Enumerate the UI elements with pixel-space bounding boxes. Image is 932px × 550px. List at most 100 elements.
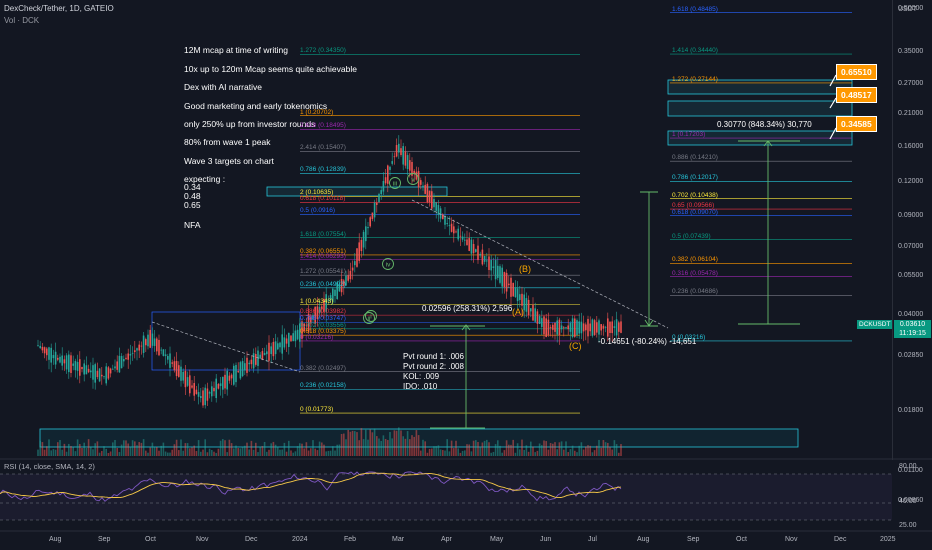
- target-callout-2[interactable]: 0.34585: [836, 116, 877, 132]
- symbol-title[interactable]: DexCheck/Tether, 1D, GATEIO: [4, 4, 114, 13]
- volume-bar: [393, 430, 396, 456]
- candle-body: [556, 320, 558, 335]
- rsi-level-1: 40.00: [899, 498, 917, 505]
- fib-label: 1 (0.20702): [300, 108, 334, 116]
- volume-bar: [48, 439, 50, 456]
- rsi-legend[interactable]: RSI (14, close, SMA, 14, 2): [4, 462, 95, 471]
- volume-bar: [587, 445, 589, 456]
- candle-body: [175, 361, 178, 377]
- fib-label: 1.414 (0.34440): [672, 47, 718, 55]
- volume-bar: [486, 439, 488, 456]
- volume-bar: [409, 439, 411, 456]
- price-tick: 0.50000: [898, 4, 924, 12]
- candle-body: [589, 323, 591, 332]
- candle-body: [398, 143, 400, 153]
- candle-body: [41, 346, 44, 351]
- volume-bar: [283, 442, 286, 456]
- volume-bar: [435, 446, 437, 456]
- volume-bar: [219, 440, 222, 456]
- volume-bar: [519, 449, 521, 456]
- volume-bar: [292, 452, 294, 456]
- candle-body: [250, 359, 253, 365]
- fib-label: 1.272 (0.05541): [300, 268, 346, 276]
- candle-body: [406, 155, 409, 170]
- candle-body: [424, 184, 426, 194]
- volume-bar: [235, 445, 237, 456]
- volume-bar: [279, 449, 281, 456]
- price-tick: 0.07000: [898, 242, 924, 250]
- volume-bar: [576, 452, 578, 456]
- candle-body: [46, 348, 48, 356]
- volume-bar: [527, 451, 530, 456]
- candle-body: [609, 321, 611, 333]
- volume-bar: [213, 451, 215, 456]
- volume-bar: [503, 450, 506, 456]
- candle-body: [479, 253, 481, 256]
- fib-label: 0.236 (0.02158): [300, 382, 346, 390]
- candle-body: [270, 346, 272, 355]
- candle-body: [147, 334, 149, 347]
- expecting-2: 0.65: [184, 200, 201, 210]
- candle-body: [499, 266, 501, 283]
- candle-body: [296, 329, 299, 340]
- volume-bar: [169, 452, 171, 456]
- candle-body: [349, 270, 352, 280]
- volume-bar: [59, 440, 61, 456]
- fib-label: 0.382 (0.06104): [672, 256, 718, 264]
- candle-body: [246, 357, 248, 373]
- candle-body: [213, 387, 215, 392]
- candle-body: [347, 275, 349, 281]
- measure-target-arrow: [738, 140, 800, 325]
- volume-bar: [57, 442, 59, 456]
- candle-body: [477, 245, 479, 261]
- volume-bar: [200, 451, 202, 456]
- volume-legend[interactable]: Vol · DCK: [4, 16, 40, 25]
- candle-body: [118, 355, 121, 373]
- volume-bar: [468, 444, 470, 456]
- volume-bar: [281, 449, 283, 456]
- volume-bars: [37, 427, 622, 456]
- volume-bar: [244, 445, 246, 456]
- candle-body: [435, 202, 437, 211]
- volume-bar: [158, 450, 160, 456]
- candle-body: [72, 363, 74, 366]
- volume-bar: [336, 444, 338, 456]
- volume-bar: [472, 440, 475, 456]
- volume-bar: [466, 444, 468, 456]
- volume-bar: [65, 451, 68, 456]
- volume-bar: [483, 440, 486, 456]
- volume-bar: [426, 452, 429, 456]
- volume-bar: [180, 439, 182, 456]
- volume-bar: [167, 452, 169, 456]
- candle-body: [65, 355, 68, 370]
- candle-body: [437, 205, 440, 216]
- candle-body: [263, 352, 266, 356]
- candle-body: [512, 282, 514, 297]
- target-callout-1[interactable]: 0.48517: [836, 87, 877, 103]
- volume-bar: [618, 452, 620, 456]
- candle-body: [274, 341, 277, 355]
- candle-body: [362, 231, 365, 248]
- fib-label: 1.618 (0.07554): [300, 230, 346, 238]
- price-axis[interactable]: USDT 1.400001.000000.850000.650000.50000…: [892, 0, 932, 504]
- candle-body: [255, 353, 257, 365]
- price-tick: 0.09000: [898, 212, 924, 220]
- volume-bar: [112, 442, 114, 456]
- target-callout-0[interactable]: 0.65510: [836, 64, 877, 80]
- candle-body: [184, 370, 187, 388]
- candle-body: [294, 330, 297, 342]
- volume-bar: [63, 443, 66, 456]
- candle-body: [68, 354, 70, 373]
- price-tick: 0.21000: [898, 109, 924, 117]
- candle-body: [290, 335, 292, 342]
- candle-body: [604, 326, 607, 328]
- candle-body: [519, 294, 521, 301]
- callout-pointer-1: [829, 97, 837, 109]
- volume-bar: [114, 439, 116, 456]
- candle-body: [195, 389, 198, 394]
- volume-bar: [358, 440, 360, 456]
- volume-bar: [501, 452, 503, 456]
- candle-body: [226, 370, 228, 390]
